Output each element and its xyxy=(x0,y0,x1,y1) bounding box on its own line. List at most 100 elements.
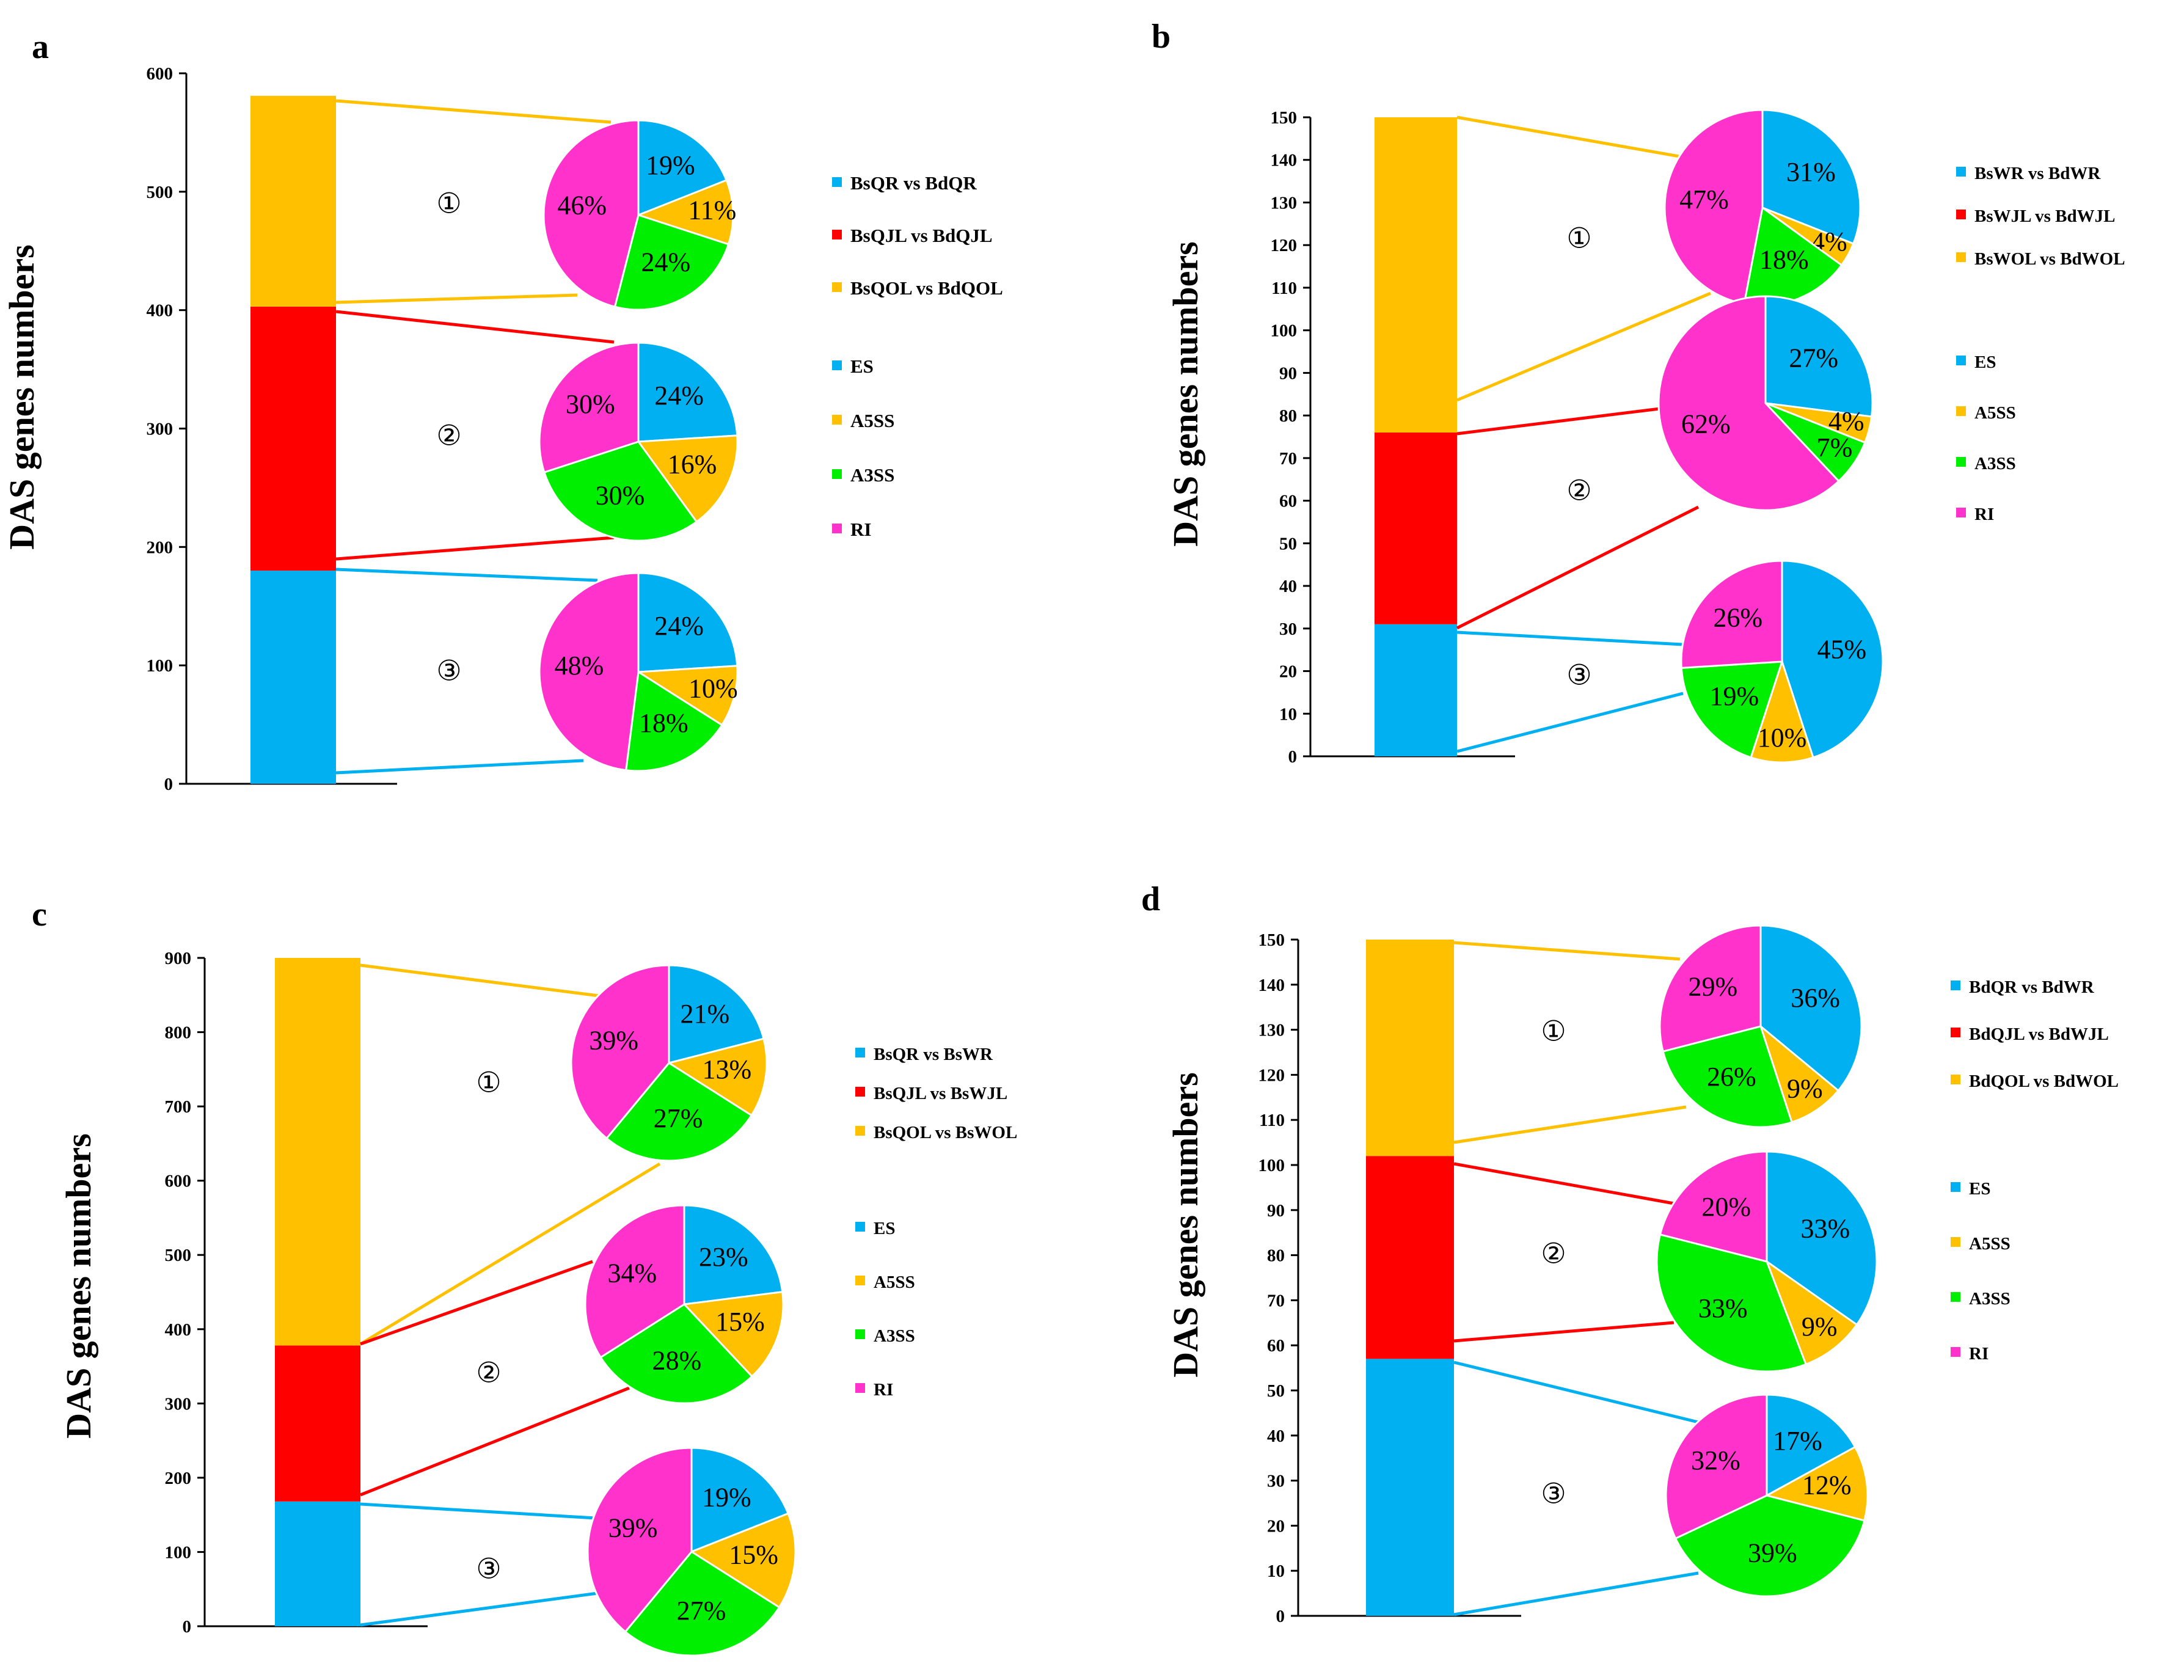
pie-slice-ri xyxy=(542,119,640,308)
pie-chart-1: 36% 9% 26% 29% xyxy=(1659,924,1863,1128)
connector-line xyxy=(1456,692,1684,753)
panel-b: b DAS genes numbers 0 10 20 30 40 50 60 70 80 90 100… xyxy=(1152,18,2125,767)
y-tick-label: 20 xyxy=(1279,662,1297,682)
circle-number: ③ xyxy=(476,1554,501,1585)
circle-number: ① xyxy=(1566,223,1591,254)
pie-slice-ri xyxy=(570,964,670,1140)
pie-slice-es xyxy=(637,119,728,217)
y-tick-label: 140 xyxy=(1258,976,1285,995)
y-tick-label: 400 xyxy=(147,301,173,321)
legend-event-label: A5SS xyxy=(1974,403,2016,423)
pie-label-ri: 47% xyxy=(1679,184,1729,214)
pie-slice-es xyxy=(1761,109,1861,245)
panel-letter: a xyxy=(32,28,49,66)
y-tick-label: 110 xyxy=(1271,279,1297,298)
y-tick-label: 500 xyxy=(147,183,173,202)
y-tick-label: 50 xyxy=(1267,1381,1285,1401)
connector-line xyxy=(359,1162,661,1346)
pie-label-a3ss: 24% xyxy=(641,247,690,277)
legend-swatch xyxy=(1951,981,1960,990)
connector-line xyxy=(360,1590,612,1627)
legend-comparison-label: BsQR vs BsWR xyxy=(874,1045,993,1064)
y-tick-label: 150 xyxy=(1258,930,1285,950)
connector-line xyxy=(1456,115,1711,164)
legend-swatch xyxy=(1951,1237,1960,1247)
legend-swatch xyxy=(1956,252,1966,262)
pie-label-a3ss: 28% xyxy=(652,1346,701,1376)
pie-slice-a5ss xyxy=(635,665,739,726)
pie-label-a5ss: 12% xyxy=(1802,1470,1852,1500)
pie-slice-a5ss xyxy=(635,178,734,246)
legend-comparison-label: BsQR vs BdQR xyxy=(850,172,977,194)
connector-line xyxy=(1456,630,1684,646)
legend-event-label: A5SS xyxy=(1969,1234,2011,1254)
pie-label-ri: 30% xyxy=(566,389,615,419)
pie-chart-1: 31%4%18%47% xyxy=(1664,109,1861,307)
pie-slice-ri xyxy=(1657,295,1840,511)
legend-event-label: RI xyxy=(850,519,871,540)
y-tick-label: 70 xyxy=(1279,449,1297,469)
y-axis-label: DAS genes numbers xyxy=(2,244,42,550)
legend-comparison-label: BsQOL vs BdQOL xyxy=(850,277,1003,299)
y-tick-label: 700 xyxy=(165,1097,192,1117)
y-tick-label: 30 xyxy=(1279,619,1297,639)
y-tick-label: 120 xyxy=(1258,1065,1285,1085)
legend-event-label: A3SS xyxy=(874,1326,915,1346)
pie-slice-a3ss xyxy=(625,670,723,772)
legend-event-label: A5SS xyxy=(874,1273,915,1292)
legend-comparison-label: BsQJL vs BdQJL xyxy=(850,225,993,246)
pie-label-a3ss: 26% xyxy=(1707,1062,1756,1092)
legend-swatch xyxy=(855,1222,865,1232)
connector-line xyxy=(1453,1162,1675,1205)
y-tick-label: 140 xyxy=(1271,151,1298,170)
pie-label-ri: 46% xyxy=(557,190,607,220)
connector-line xyxy=(335,293,578,304)
legend-event-label: RI xyxy=(1969,1344,1989,1364)
y-tick-label: 70 xyxy=(1267,1291,1285,1310)
y-tick-label: 80 xyxy=(1267,1246,1285,1266)
pie-label-ri: 32% xyxy=(1691,1445,1740,1475)
y-tick-label: 0 xyxy=(164,775,173,794)
y-tick-label: 40 xyxy=(1279,577,1297,596)
legend-comparison-label: BsWR vs BdWR xyxy=(1974,164,2101,183)
pie-slice-a3ss xyxy=(543,440,698,542)
legend-comparison-label: BdQJL vs BdWJL xyxy=(1969,1024,2109,1044)
legend-swatch xyxy=(1951,1347,1960,1357)
y-tick-label: 90 xyxy=(1267,1201,1285,1221)
pie-label-ri: 62% xyxy=(1681,409,1731,439)
y-tick-label: 100 xyxy=(147,656,173,676)
pie-label-ri: 26% xyxy=(1714,602,1763,632)
pie-label-es: 23% xyxy=(699,1242,748,1272)
circle-number: ② xyxy=(1541,1238,1566,1269)
pie-slice-ri xyxy=(584,1204,685,1359)
bar-segment-bottom xyxy=(275,1501,360,1626)
connector-line xyxy=(1453,941,1681,961)
legend-swatch xyxy=(855,1276,865,1285)
pie-label-es: 24% xyxy=(654,381,704,411)
pie-slice-ri xyxy=(538,572,640,772)
pie-chart-3: 17% 12% 39% 32% xyxy=(1665,1393,1869,1598)
pie-label-ri: 39% xyxy=(608,1513,658,1543)
pie-slice-ri xyxy=(1659,924,1762,1053)
panel-a: a DAS genes numbers 0 100 200 300 400 500 600 ① ② ③… xyxy=(2,28,1003,794)
pie-chart-2: 33% 9% 33% 20% xyxy=(1656,1150,1878,1373)
connector-line xyxy=(1453,1105,1687,1144)
legend-event-label: A5SS xyxy=(850,410,894,431)
legend-swatch xyxy=(832,524,842,533)
legend-swatch xyxy=(855,1126,865,1136)
legend-swatch xyxy=(1951,1292,1960,1302)
pie-slice-es xyxy=(683,1204,784,1306)
y-axis-label: DAS genes numbers xyxy=(1166,1072,1205,1378)
pie-label-a5ss: 10% xyxy=(1758,723,1807,753)
pie-chart-2: 23% 15% 28% 34% xyxy=(584,1204,784,1404)
pie-label-a5ss: 16% xyxy=(668,449,717,479)
pie-slice-ri xyxy=(1665,1393,1768,1540)
pie-label-a3ss: 33% xyxy=(1698,1293,1748,1323)
pie-chart-3: 19% 15%27% 39% xyxy=(586,1447,797,1657)
connector-line xyxy=(335,759,584,775)
y-axis-label: DAS genes numbers xyxy=(59,1133,98,1439)
connector-line xyxy=(1456,505,1700,630)
legend-swatch xyxy=(1951,1182,1960,1192)
connector-line xyxy=(335,568,598,582)
